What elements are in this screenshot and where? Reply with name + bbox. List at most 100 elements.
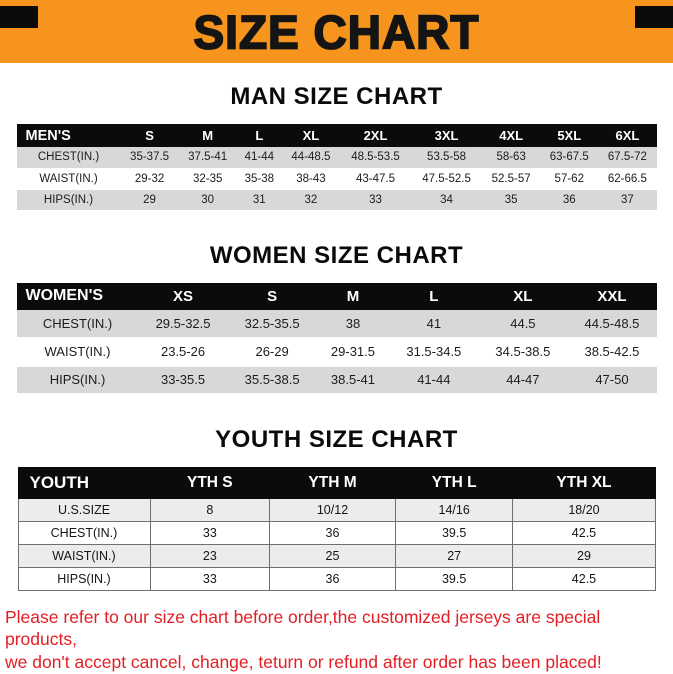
size-header-cell: YTH M	[269, 466, 396, 499]
value-cell: 10/12	[269, 497, 396, 522]
row-label-cell: WAIST(IN.)	[17, 543, 151, 568]
table-row: WAIST(IN.) 29-32 32-35 35-38 38-43 43-47.5 47.…	[16, 168, 657, 189]
value-cell: 38.5-41	[316, 365, 390, 394]
men-section-heading: MAN SIZE CHART	[230, 83, 443, 110]
value-cell: 36	[540, 189, 599, 210]
value-cell: 53.5-58	[411, 147, 483, 168]
disclaimer-text: Please refer to our size chart before or…	[5, 606, 673, 674]
value-cell: 33	[339, 189, 412, 210]
value-cell: 38-43	[296, 172, 326, 185]
youth-size-table: YOUTH YTH S YTH M YTH L YTH XL U.S.SIZE 8 10/12…	[17, 466, 656, 591]
size-header-cell: XL	[478, 282, 568, 310]
value-cell: 29	[120, 189, 179, 210]
corner-right-decoration	[635, 6, 673, 28]
value-cell: 38.5-42.5	[584, 344, 640, 359]
value-cell: 31.5-34.5	[406, 344, 462, 359]
table-row: HIPS(IN.) 29 30 31 32 33 34 35 36 37	[16, 189, 657, 210]
value-cell: 38	[316, 309, 390, 338]
row-label-cell: U.S.SIZE	[17, 497, 151, 522]
corner-left-decoration	[0, 6, 38, 28]
title-banner: SIZE CHART	[0, 0, 673, 63]
size-header-cell: YTH XL	[512, 466, 656, 499]
table-row: CHEST(IN.) 33 36 39.5 42.5	[17, 520, 656, 545]
row-label-cell: WAIST(IN.)	[39, 172, 98, 185]
table-row: HIPS(IN.) 33 36 39.5 42.5	[17, 566, 656, 591]
men-size-table: MEN'S S M L XL 2XL 3XL 4XL 5XL 6XL CHEST(IN.) 35-37…	[16, 124, 657, 211]
table-row: WAIST(IN.) 23 25 27 29	[17, 543, 656, 568]
value-cell: 25	[269, 543, 396, 568]
size-header-cell: XL	[281, 124, 340, 147]
table-row: U.S.SIZE 8 10/12 14/16 18/20	[17, 497, 656, 522]
value-cell: 58-63	[482, 147, 541, 168]
table-row: CHEST(IN.) 35-37.5 37.5-41 41-44 44-48.5 48.5…	[16, 147, 657, 168]
value-cell: 39.5	[394, 566, 514, 591]
value-cell: 37.5-41	[178, 147, 237, 168]
youth-section-heading: YOUTH SIZE CHART	[215, 425, 458, 453]
value-cell: 42.5	[512, 566, 656, 591]
value-cell: 48.5-53.5	[339, 147, 412, 168]
size-header-cell: M	[316, 282, 390, 310]
value-cell: 44.5	[478, 309, 568, 338]
value-cell: 47-50	[567, 365, 657, 394]
value-cell: 44-47	[478, 365, 568, 394]
header-row: WOMEN'S XS S M L XL XXL	[16, 282, 657, 310]
value-cell: 32-35	[192, 172, 223, 185]
value-cell: 29-31.5	[330, 344, 375, 359]
row-label-cell: HIPS(IN.)	[16, 365, 139, 394]
disclaimer-line-1: Please refer to our size chart before or…	[5, 606, 601, 650]
value-cell: 23.5-26	[160, 344, 206, 359]
value-cell: 35-38	[244, 172, 274, 185]
value-cell: 39.5	[394, 520, 514, 545]
women-section-heading: WOMEN SIZE CHART	[209, 241, 464, 269]
value-cell: 14/16	[394, 497, 514, 522]
value-cell: 29	[512, 543, 656, 568]
value-cell: 41	[389, 309, 479, 338]
size-header-cell: YTH L	[394, 466, 514, 499]
value-cell: 36	[269, 520, 396, 545]
value-cell: 44.5-48.5	[567, 309, 657, 338]
value-cell: 43-47.5	[355, 172, 395, 185]
value-cell: 29-32	[134, 172, 165, 185]
table-title-cell: WOMEN'S	[16, 282, 139, 310]
row-label-cell: CHEST(IN.)	[16, 147, 121, 168]
value-cell: 33	[149, 520, 271, 545]
table-row: WAIST(IN.) 23.5-26 26-29 29-31.5 31.5-34.5 34…	[16, 338, 657, 366]
size-header-cell: M	[178, 124, 237, 147]
page-title: SIZE CHART	[193, 4, 480, 59]
size-header-cell: 2XL	[339, 124, 412, 147]
value-cell: 32	[281, 189, 340, 210]
header-row: MEN'S S M L XL 2XL 3XL 4XL 5XL 6XL	[16, 124, 657, 147]
value-cell: 44-48.5	[281, 147, 340, 168]
row-label-cell: CHEST(IN.)	[17, 520, 151, 545]
row-label-cell: WAIST(IN.)	[44, 344, 111, 359]
value-cell: 35	[482, 189, 541, 210]
value-cell: 35.5-38.5	[227, 365, 317, 394]
size-header-cell: S	[120, 124, 179, 147]
value-cell: 29.5-32.5	[138, 309, 228, 338]
size-header-cell: S	[227, 282, 317, 310]
value-cell: 31	[236, 189, 282, 210]
value-cell: 35-37.5	[120, 147, 179, 168]
value-cell: 33-35.5	[138, 365, 228, 394]
row-label-cell: HIPS(IN.)	[16, 189, 121, 210]
value-cell: 63-67.5	[540, 147, 599, 168]
size-header-cell: YTH S	[149, 466, 271, 499]
value-cell: 41-44	[236, 147, 282, 168]
value-cell: 57-62	[554, 172, 584, 185]
row-label-cell: HIPS(IN.)	[17, 566, 151, 591]
women-size-table: WOMEN'S XS S M L XL XXL CHEST(IN.) 29.5-32.5 32.5…	[16, 282, 657, 395]
table-row: HIPS(IN.) 33-35.5 35.5-38.5 38.5-41 41-44 44-…	[16, 365, 657, 394]
value-cell: 18/20	[512, 497, 656, 522]
table-title-cell: YOUTH	[17, 466, 151, 499]
value-cell: 41-44	[389, 365, 479, 394]
size-header-cell: XS	[138, 282, 228, 310]
value-cell: 8	[149, 497, 271, 522]
header-row: YOUTH YTH S YTH M YTH L YTH XL	[17, 466, 656, 499]
disclaimer-line-2: we don't accept cancel, change, teturn o…	[5, 652, 602, 672]
value-cell: 37	[598, 189, 657, 210]
value-cell: 27	[394, 543, 514, 568]
value-cell: 42.5	[512, 520, 656, 545]
value-cell: 23	[149, 543, 271, 568]
value-cell: 36	[269, 566, 396, 591]
value-cell: 47.5-52.5	[422, 172, 471, 185]
